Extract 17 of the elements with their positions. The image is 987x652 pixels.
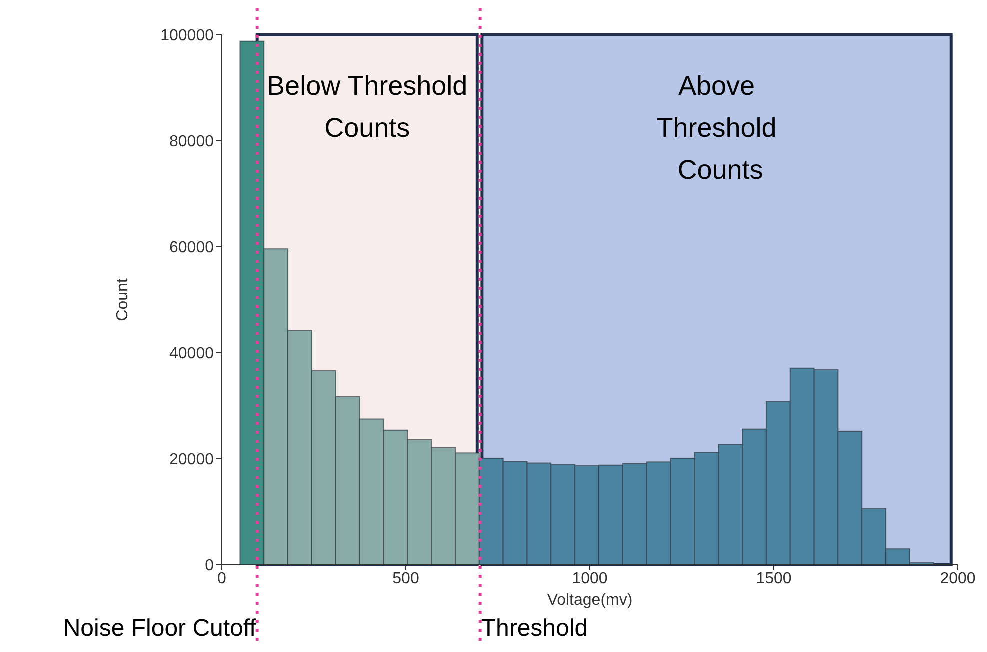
y-tick-label: 0 bbox=[205, 558, 214, 575]
ref-line-label: Threshold bbox=[481, 615, 588, 642]
x-axis-title: Voltage(mv) bbox=[547, 592, 633, 609]
y-tick-label: 20000 bbox=[170, 452, 214, 469]
x-tick-label: 500 bbox=[392, 570, 420, 588]
y-axis-title: Count bbox=[114, 278, 132, 322]
band-label: Below Threshold Counts bbox=[267, 71, 468, 143]
band-label: Above Threshold Counts bbox=[656, 71, 777, 185]
y-tick-label: 60000 bbox=[170, 240, 214, 257]
x-tick-label: 1500 bbox=[756, 570, 792, 588]
y-tick-label: 40000 bbox=[170, 346, 214, 363]
ref-line-label: Noise Floor Cutoff bbox=[63, 615, 257, 642]
x-tick-label: 2000 bbox=[940, 570, 976, 588]
x-tick-label: 0 bbox=[218, 570, 227, 588]
y-tick-label: 100000 bbox=[160, 28, 214, 45]
x-tick-label: 1000 bbox=[572, 570, 608, 588]
y-tick-label: 80000 bbox=[170, 134, 214, 151]
